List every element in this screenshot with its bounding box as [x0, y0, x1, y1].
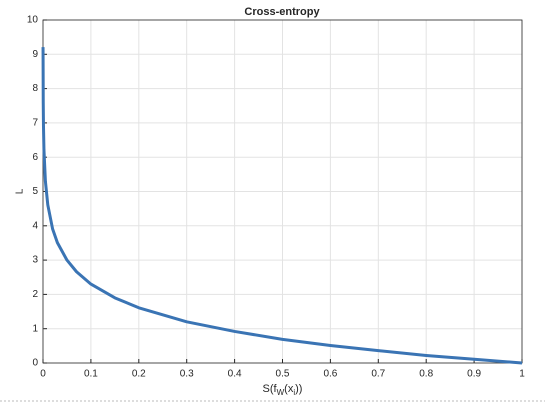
x-axis-label-part: (x — [284, 383, 294, 395]
x-tick-label: 0.2 — [132, 369, 146, 380]
x-tick-label: 0.5 — [276, 369, 290, 380]
y-tick-label: 5 — [32, 186, 38, 197]
y-tick-label: 0 — [32, 358, 38, 369]
x-tick-label: 1 — [519, 369, 525, 380]
y-tick-label: 3 — [32, 255, 38, 266]
y-tick-label: 10 — [27, 15, 39, 26]
y-tick-label: 6 — [32, 152, 38, 163]
line-series — [41, 47, 523, 365]
x-tick-label: 0 — [40, 369, 46, 380]
x-axis-label-subscript: i — [293, 388, 295, 397]
x-axis-label-part: S(f — [263, 383, 278, 395]
y-tick-label: 9 — [32, 49, 38, 60]
chart-title: Cross-entropy — [244, 6, 320, 18]
x-tick-label: 0.3 — [180, 369, 194, 380]
x-tick-label: 0.1 — [84, 369, 98, 380]
x-axis-label-subscript: W — [277, 388, 285, 397]
x-axis-label-part: )) — [295, 383, 302, 395]
x-axis-label: S(fW(xi)) — [263, 383, 303, 397]
x-tick-label: 0.8 — [419, 369, 433, 380]
x-tick-label: 0.7 — [371, 369, 385, 380]
x-tick-label: 0.4 — [228, 369, 242, 380]
y-tick-label: 8 — [32, 83, 38, 94]
plot-border — [42, 19, 523, 364]
x-tick-label: 0.9 — [467, 369, 481, 380]
x-tick-label: 0.6 — [323, 369, 337, 380]
y-tick-label: 7 — [32, 118, 38, 129]
y-tick-label: 4 — [32, 220, 38, 231]
y-axis-label: L — [15, 188, 26, 194]
y-tick-label: 2 — [32, 289, 38, 300]
y-tick-label: 1 — [32, 323, 38, 334]
